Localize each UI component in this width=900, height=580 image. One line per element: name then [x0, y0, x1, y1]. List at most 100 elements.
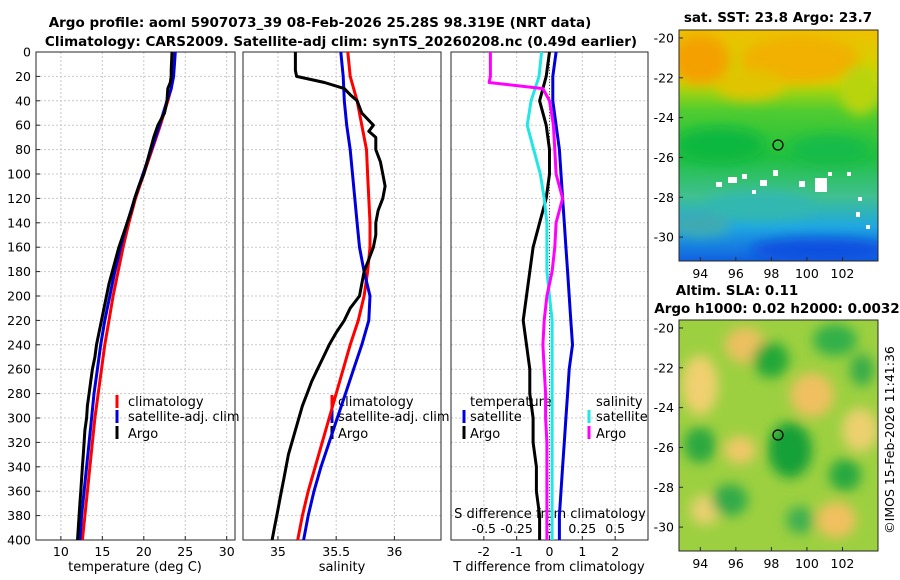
timestamp-label: ©IMOS 15-Feb-2026 11:41:36	[882, 346, 897, 534]
map-x-tick-label: 100	[795, 266, 819, 281]
y-tick-label: 0	[23, 45, 31, 60]
y-tick-label: 200	[7, 289, 31, 304]
x-tick-label: 36	[386, 544, 402, 559]
y-tick-label: 300	[7, 411, 31, 426]
salinity-legend: climatology satellite-adj. clim Argo	[330, 395, 450, 442]
y-tick-label: 180	[7, 264, 31, 279]
temperature-x-label: temperature (deg C)	[68, 560, 202, 575]
legend-argo-label: Argo	[338, 427, 368, 442]
x-tick-label: 25	[177, 544, 193, 559]
legend-t-satellite-label: satellite	[470, 410, 522, 425]
difference-panel: T difference from climatology S differen…	[450, 51, 649, 575]
map-y-tick-label: -20	[654, 320, 674, 335]
salinity-panel: salinity climatology satellite-adj. clim…	[242, 51, 450, 575]
y-tick-label: 120	[7, 191, 31, 206]
sla-map: Altim. SLA: 0.11 Argo h1000: 0.02 h2000:…	[654, 283, 900, 571]
x-tick-label: -2	[478, 544, 490, 559]
map-y-tick-label: -22	[654, 360, 674, 375]
difference-top-x-label: S difference from climatology	[454, 507, 646, 522]
x-tick-label: 30	[219, 544, 235, 559]
legend-climatology-label: climatology	[128, 395, 204, 410]
map-y-tick-label: -28	[654, 480, 674, 495]
sst-field	[679, 30, 878, 261]
series-line-argo	[521, 51, 551, 540]
x-tick-label: 35.5	[322, 544, 350, 559]
sla-map-title-1: Altim. SLA: 0.11	[676, 283, 798, 299]
y-tick-label: 260	[7, 362, 31, 377]
grid-lines	[243, 52, 441, 540]
top-x-tick-label: 0	[546, 521, 554, 536]
map-x-tick-label: 96	[728, 266, 744, 281]
title-line-1: Argo profile: aoml 5907073_39 08-Feb-202…	[49, 15, 592, 31]
x-tick-label: 1	[578, 544, 586, 559]
legend-argo-label: Argo	[128, 427, 158, 442]
map-y-tick-label: -30	[654, 230, 674, 245]
sla-map-frame	[678, 319, 879, 552]
y-tick-label: 80	[15, 142, 31, 157]
legend-salinity-header: salinity	[596, 395, 643, 410]
legend-s-argo-label: Argo	[596, 427, 626, 442]
difference-x-label: T difference from climatology	[452, 560, 645, 575]
salinity-x-label: salinity	[319, 560, 366, 575]
legend-t-argo-label: Argo	[470, 427, 500, 442]
top-x-tick-label: -0.5	[472, 521, 496, 536]
map-x-tick-label: 102	[831, 266, 855, 281]
top-x-tick-label: 0.25	[568, 521, 596, 536]
x-tick-label: 15	[94, 544, 110, 559]
y-tick-label: 60	[15, 118, 31, 133]
y-tick-label: 220	[7, 313, 31, 328]
y-tick-label: 40	[15, 93, 31, 108]
title-line-2: Climatology: CARS2009. Satellite-adj cli…	[45, 34, 637, 50]
sst-map: sat. SST: 23.8 Argo: 23.7	[654, 10, 879, 281]
x-tick-label: -1	[510, 544, 522, 559]
map-x-tick-label: 94	[692, 266, 708, 281]
sla-field	[679, 320, 878, 551]
map-y-tick-label: -20	[654, 30, 674, 45]
series-line-argo	[270, 52, 387, 541]
series-line-satellite	[302, 51, 372, 541]
sst-map-title: sat. SST: 23.8 Argo: 23.7	[684, 10, 872, 26]
map-x-tick-label: 102	[831, 556, 855, 571]
legend-climatology-label: climatology	[338, 395, 414, 410]
legend-satellite-label: satellite-adj. clim	[338, 410, 450, 425]
sst-map-frame	[678, 29, 879, 262]
y-tick-label: 400	[7, 533, 31, 548]
y-tick-label: 240	[7, 337, 31, 352]
map-x-tick-label: 98	[763, 266, 779, 281]
y-tick-label: 160	[7, 240, 31, 255]
map-x-tick-label: 98	[763, 556, 779, 571]
x-tick-label: 20	[136, 544, 152, 559]
grid-lines	[36, 52, 235, 540]
y-tick-label: 380	[7, 508, 31, 523]
top-x-tick-label: -0.25	[500, 521, 532, 536]
y-tick-label: 140	[7, 215, 31, 230]
map-x-tick-label: 96	[728, 556, 744, 571]
y-tick-label: 20	[15, 69, 31, 84]
map-x-tick-label: 94	[692, 556, 708, 571]
y-tick-label: 100	[7, 167, 31, 182]
y-tick-label: 280	[7, 386, 31, 401]
x-tick-label: 35	[270, 544, 286, 559]
y-tick-label: 320	[7, 435, 31, 450]
map-y-tick-label: -30	[654, 520, 674, 535]
temperature-legend: climatology satellite-adj. clim Argo	[115, 395, 240, 442]
top-x-tick-label: 0.5	[605, 521, 625, 536]
series-line-sal_argo	[487, 52, 565, 540]
series-line-climatology	[296, 51, 372, 541]
map-y-tick-label: -28	[654, 190, 674, 205]
temperature-panel: temperature (deg C) climatology satellit…	[7, 45, 239, 576]
map-y-tick-label: -24	[654, 400, 674, 415]
sst-argo-location-marker	[772, 139, 784, 151]
map-x-tick-label: 100	[795, 556, 819, 571]
map-y-tick-label: -24	[654, 110, 674, 125]
sla-argo-location-marker	[772, 429, 784, 441]
legend-temperature-header: temperature	[470, 395, 552, 410]
x-tick-label: 0	[546, 544, 554, 559]
y-tick-label: 340	[7, 459, 31, 474]
series-line-satellite	[551, 51, 574, 540]
map-y-tick-label: -22	[654, 70, 674, 85]
x-tick-label: 2	[611, 544, 619, 559]
difference-legend: temperature satellite Argo salinity sate…	[462, 395, 648, 442]
map-y-tick-label: -26	[654, 440, 674, 455]
x-tick-label: 10	[53, 544, 69, 559]
